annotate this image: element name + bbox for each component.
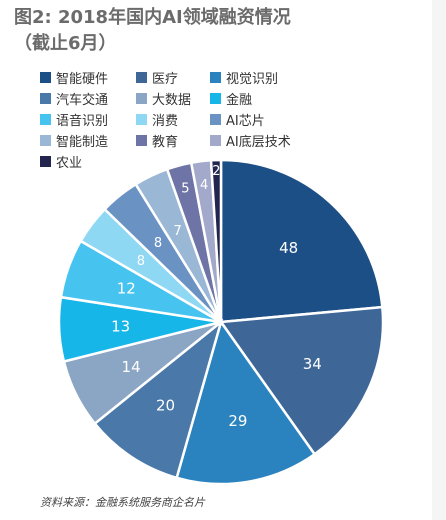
- slice-value-label: 14: [122, 358, 141, 376]
- legend-swatch: [210, 135, 221, 146]
- legend-label: 汽车交通: [56, 93, 109, 108]
- pie-slice: [209, 158, 223, 323]
- legend-label: AI底层技术: [226, 135, 291, 150]
- legend-swatch: [40, 135, 51, 146]
- legend-label: 农业: [56, 156, 83, 171]
- legend-swatch: [40, 72, 51, 83]
- pie-slice: [218, 305, 385, 456]
- legend: 智能硬件 医疗 视觉识别汽车交通 大数据 金融语音识别 消费 AI芯片智能制造 教育 AI底层技…: [40, 68, 370, 171]
- slice-value-label: 7: [173, 224, 181, 239]
- page-edge: [432, 0, 446, 520]
- slice-value-label: 5: [181, 181, 189, 196]
- legend-item: 语音识别: [40, 110, 136, 129]
- legend-label: 大数据: [152, 93, 192, 108]
- legend-item: AI底层技术: [210, 131, 330, 150]
- legend-swatch: [136, 93, 147, 104]
- pie-slice: [219, 158, 384, 324]
- legend-label: 智能硬件: [56, 72, 109, 87]
- legend-label: 医疗: [152, 72, 179, 87]
- legend-label: 视觉识别: [226, 72, 279, 87]
- legend-label: AI芯片: [226, 114, 265, 129]
- legend-item: AI芯片: [210, 110, 330, 129]
- legend-item: 大数据: [136, 89, 210, 108]
- slice-value-label: 34: [303, 355, 322, 373]
- legend-swatch: [40, 114, 51, 125]
- chart-title: 图2: 2018年国内AI领域融资情况: [14, 7, 291, 28]
- legend-item: 教育: [136, 131, 210, 150]
- legend-item: 视觉识别: [210, 68, 330, 87]
- slice-value-label: 8: [154, 236, 162, 251]
- legend-item: 医疗: [136, 68, 210, 87]
- legend-label: 消费: [152, 114, 179, 129]
- source-note: 资料来源：金融系统服务商企名片: [40, 496, 205, 509]
- legend-swatch: [136, 114, 147, 125]
- slice-value-label: 20: [156, 397, 175, 415]
- slice-value-label: 4: [200, 178, 208, 193]
- legend-item: 农业: [40, 152, 136, 171]
- legend-swatch: [210, 72, 221, 83]
- slice-value-label: 13: [111, 318, 130, 336]
- legend-item: 智能制造: [40, 131, 136, 150]
- legend-item: 金融: [210, 89, 330, 108]
- legend-swatch: [136, 72, 147, 83]
- slice-value-label: 2: [212, 164, 220, 179]
- legend-label: 智能制造: [56, 135, 109, 150]
- slice-value-label: 48: [279, 239, 298, 257]
- legend-swatch: [210, 93, 221, 104]
- pie-slice: [175, 319, 317, 486]
- legend-item: 汽车交通: [40, 89, 136, 108]
- slice-value-label: 29: [228, 412, 247, 430]
- legend-label: 语音识别: [56, 114, 109, 129]
- legend-label: 教育: [152, 135, 179, 150]
- pie-slice: [93, 318, 224, 480]
- slice-value-label: 12: [117, 280, 136, 298]
- legend-swatch: [210, 114, 221, 125]
- legend-item: 智能硬件: [40, 68, 136, 87]
- legend-swatch: [40, 93, 51, 104]
- slice-value-label: 8: [137, 254, 145, 269]
- legend-item: 消费: [136, 110, 210, 129]
- legend-swatch: [40, 156, 51, 167]
- legend-label: 金融: [226, 93, 253, 108]
- chart-subtitle: （截止6月）: [14, 33, 117, 54]
- legend-swatch: [136, 135, 147, 146]
